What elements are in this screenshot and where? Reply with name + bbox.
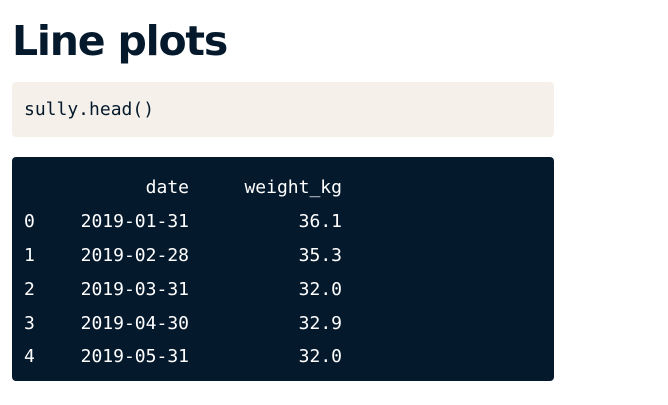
date-cell: 2019-02-28 xyxy=(80,244,189,266)
index-column-header xyxy=(24,171,71,205)
page-title: Line plots xyxy=(12,17,228,65)
weight-cell: 32.9 xyxy=(298,312,342,334)
output-cell: date weight_kg 0 2019-01-31 36.1 1 2019-… xyxy=(12,157,554,381)
weight-cell: 36.1 xyxy=(298,211,342,233)
row-index: 1 xyxy=(24,244,35,266)
table-header-row: date weight_kg xyxy=(24,171,342,205)
table-row: 1 2019-02-28 35.3 xyxy=(24,239,342,273)
table-row: 4 2019-05-31 32.0 xyxy=(24,340,342,374)
table-row: 0 2019-01-31 36.1 xyxy=(24,205,342,239)
table-row: 2 2019-03-31 32.0 xyxy=(24,272,342,306)
row-index: 3 xyxy=(24,312,35,334)
weight-cell: 32.0 xyxy=(298,346,342,368)
date-cell: 2019-04-30 xyxy=(80,312,189,334)
weight-column-header: weight_kg xyxy=(244,177,342,199)
weight-cell: 35.3 xyxy=(298,244,342,266)
date-cell: 2019-05-31 xyxy=(80,346,189,368)
date-cell: 2019-01-31 xyxy=(80,211,189,233)
weight-cell: 32.0 xyxy=(298,278,342,300)
table-row: 3 2019-04-30 32.9 xyxy=(24,306,342,340)
date-column-header: date xyxy=(145,177,189,199)
date-cell: 2019-03-31 xyxy=(80,278,189,300)
code-input-cell: sully.head() xyxy=(12,82,554,137)
row-index: 0 xyxy=(24,211,35,233)
dataframe-output-table: date weight_kg 0 2019-01-31 36.1 1 2019-… xyxy=(24,171,342,374)
row-index: 4 xyxy=(24,346,35,368)
row-index: 2 xyxy=(24,278,35,300)
